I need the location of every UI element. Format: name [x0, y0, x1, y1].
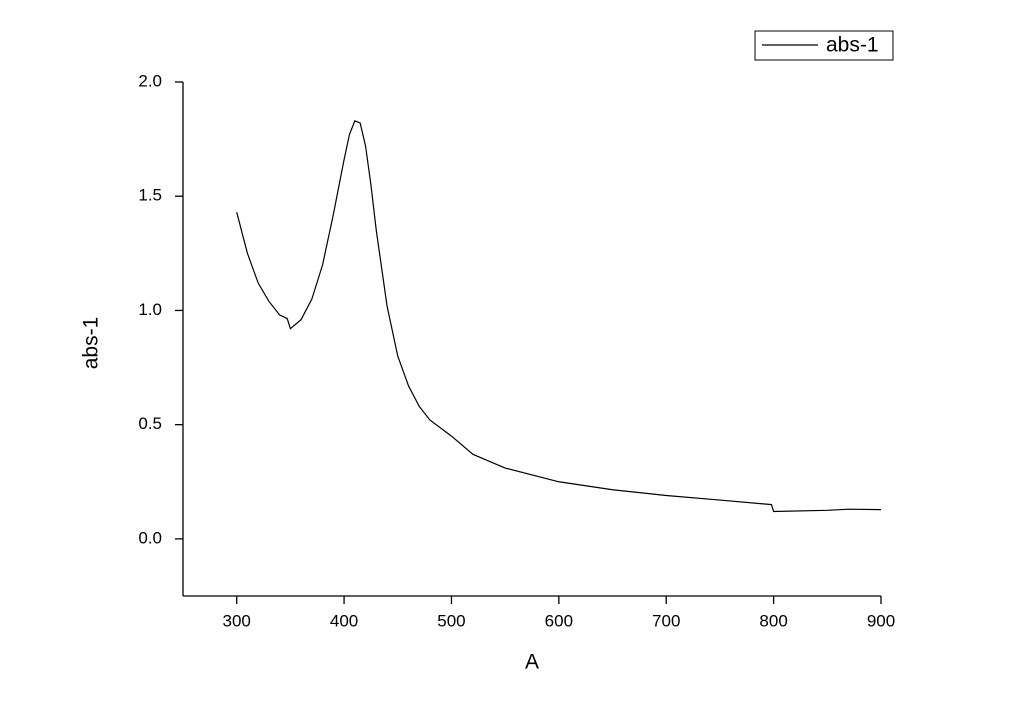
- x-tick-label: 600: [545, 611, 573, 630]
- x-tick-label: 300: [223, 611, 251, 630]
- y-tick-label: 0.5: [138, 414, 162, 433]
- y-axis-label: abs-1: [80, 317, 103, 370]
- x-tick-label: 700: [652, 611, 680, 630]
- y-tick-label: 1.5: [138, 186, 162, 205]
- x-axis-label: A: [525, 651, 539, 674]
- y-tick-label: 0.0: [138, 528, 162, 547]
- legend-label: abs-1: [826, 34, 879, 57]
- y-tick-label: 2.0: [138, 71, 162, 90]
- x-tick-label: 400: [330, 611, 358, 630]
- x-tick-label: 500: [437, 611, 465, 630]
- x-tick-label: 900: [867, 611, 895, 630]
- x-tick-label: 800: [759, 611, 787, 630]
- line: [236, 120, 882, 513]
- y-tick-label: 1.0: [138, 300, 162, 319]
